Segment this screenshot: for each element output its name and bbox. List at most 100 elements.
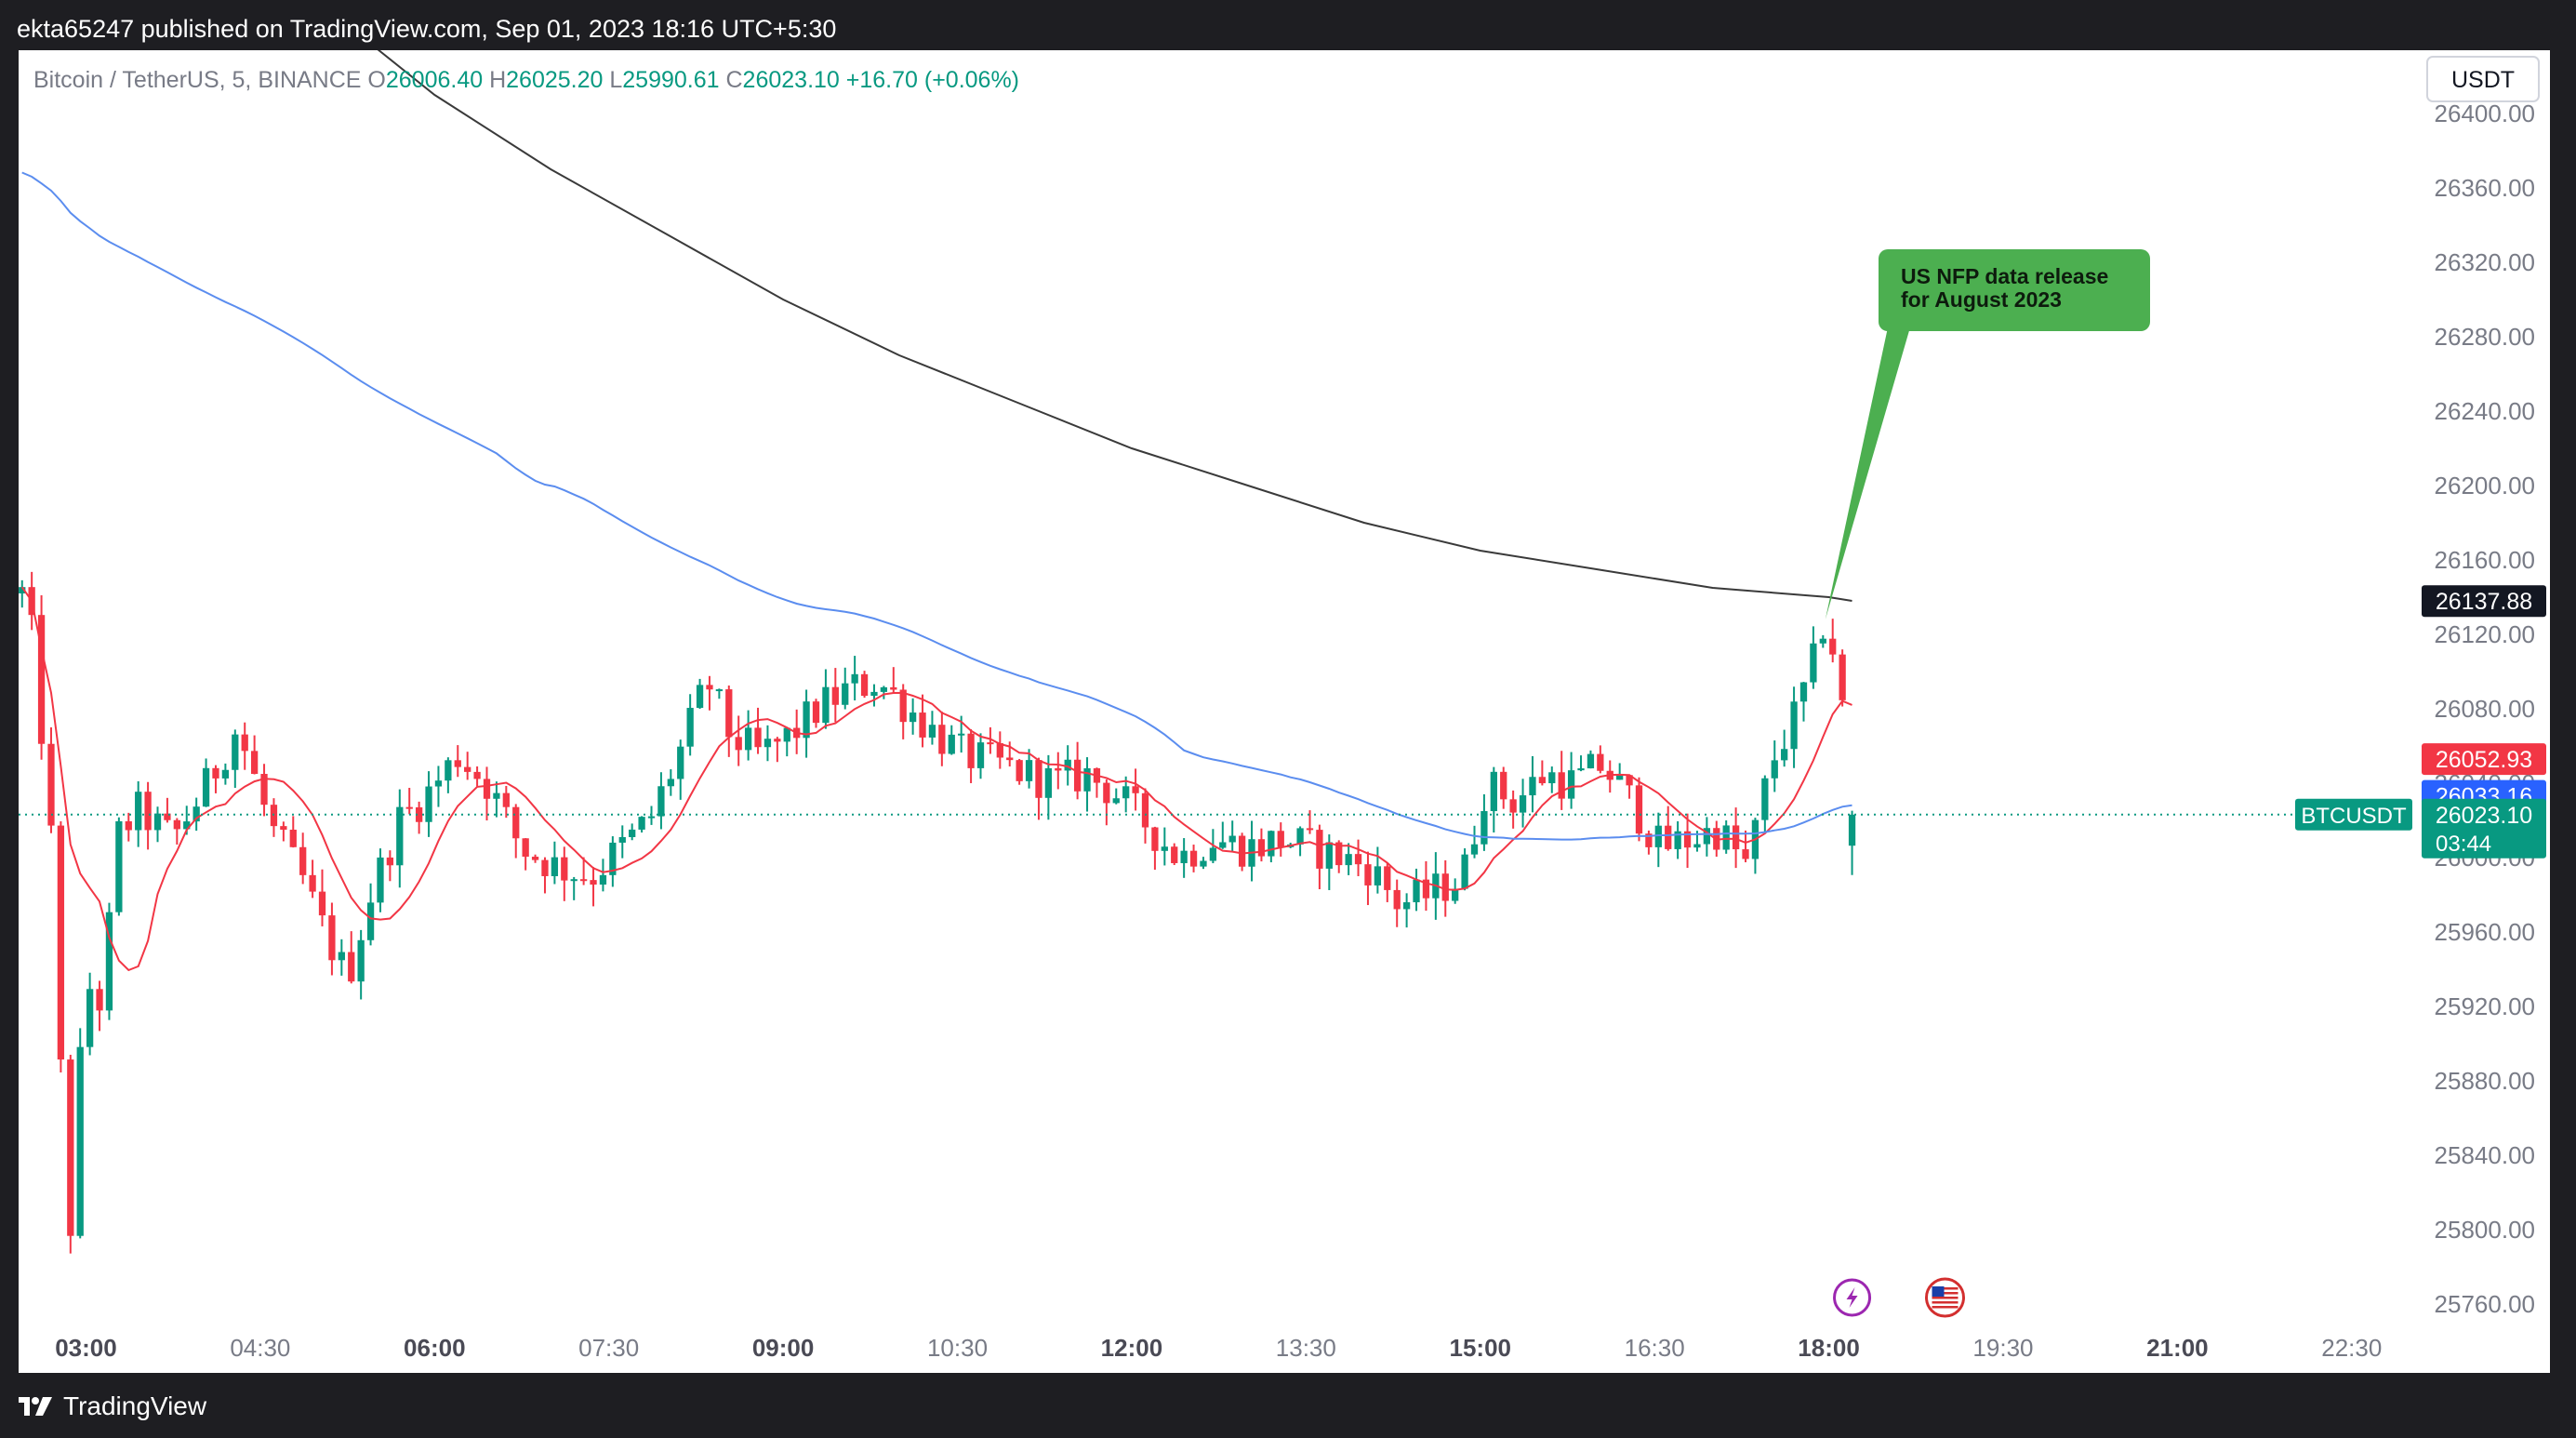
- y-tick-label: 26200.00: [2435, 472, 2535, 499]
- candle-down: [405, 806, 413, 809]
- tradingview-brand-text: TradingView: [63, 1391, 207, 1420]
- candle-down: [464, 766, 471, 772]
- candle-down: [1665, 825, 1672, 849]
- candle-down: [1238, 835, 1246, 867]
- chart-area[interactable]: 26400.00 26360.00 26320.00 26280.00 26240.00…: [19, 50, 2550, 1373]
- currency-button[interactable]: [2426, 56, 2540, 102]
- candle-down: [579, 879, 588, 882]
- tradingview-logo[interactable]: TradingView: [17, 1391, 206, 1421]
- x-tick-label: 21:00: [2146, 1334, 2209, 1362]
- candle-down: [735, 737, 742, 751]
- candle-up: [715, 689, 724, 692]
- candle-up: [221, 769, 230, 779]
- candle-down: [299, 846, 307, 875]
- x-tick-label: 06:00: [404, 1334, 466, 1362]
- candle-up: [1161, 846, 1168, 851]
- x-tick-label: 12:00: [1101, 1334, 1163, 1362]
- candle-up: [1548, 772, 1556, 784]
- candle-down: [96, 989, 103, 1011]
- candle-up: [638, 817, 645, 830]
- candle-up: [1810, 643, 1817, 683]
- candle-down: [1597, 753, 1604, 771]
- x-tick-label: 15:00: [1449, 1334, 1511, 1362]
- candle-down: [250, 751, 259, 775]
- candle-down: [280, 826, 287, 831]
- candle-down: [1277, 831, 1284, 847]
- candle-down: [125, 820, 132, 831]
- candle-down: [522, 838, 529, 858]
- candle-down: [541, 859, 549, 876]
- lightning-glyph: [1846, 1287, 1858, 1308]
- candle-down: [1141, 792, 1149, 828]
- candle-down: [1732, 825, 1740, 850]
- candle-down: [483, 779, 491, 799]
- candlestick-chart[interactable]: 26400.00 26360.00 26320.00 26280.00 26240.00…: [19, 50, 2550, 1373]
- candle-up: [1761, 778, 1769, 820]
- moving-average-line: [21, 171, 1852, 841]
- candle-down: [1035, 760, 1042, 798]
- candle-up: [1452, 888, 1459, 901]
- candle-down: [1645, 833, 1653, 847]
- currency-button-label: USDT: [2451, 67, 2515, 93]
- candle-down: [1306, 828, 1314, 831]
- candle-up: [1325, 842, 1333, 869]
- candle-up: [570, 879, 578, 882]
- candle-down: [1742, 849, 1749, 859]
- candle-down: [531, 857, 539, 860]
- candle-down: [1189, 850, 1198, 867]
- annotation-pointer: [1825, 327, 1910, 619]
- candle-down: [260, 774, 268, 806]
- candle-down: [706, 685, 713, 690]
- publisher-bar: ekta65247 published on TradingView.com, …: [0, 0, 2576, 50]
- y-tick-label: 25920.00: [2435, 992, 2535, 1020]
- candle-up: [202, 767, 210, 807]
- candle-up: [135, 792, 142, 831]
- candle-down: [1635, 785, 1643, 834]
- candle-down: [1006, 757, 1014, 761]
- y-tick-label: 26120.00: [2435, 620, 2535, 648]
- candle-down: [1500, 771, 1507, 800]
- candle-down: [831, 686, 839, 705]
- candle-up: [1654, 825, 1662, 847]
- candle-up: [1296, 828, 1304, 845]
- candle-down: [1055, 767, 1062, 771]
- candle-up: [86, 989, 94, 1047]
- candle-down: [899, 689, 907, 723]
- candle-down: [1354, 854, 1362, 865]
- ma-fast-price-tag: [2422, 743, 2546, 776]
- candle-up: [434, 780, 443, 787]
- candle-down: [1335, 842, 1343, 866]
- annotation-line1: US NFP data release: [1901, 264, 2108, 288]
- candle-down: [1393, 889, 1401, 910]
- candle-down: [164, 813, 171, 820]
- x-tick-label: 09:00: [752, 1334, 815, 1362]
- candle-down: [289, 830, 297, 847]
- y-tick-label: 26360.00: [2435, 174, 2535, 202]
- candle-down: [37, 615, 46, 744]
- candle-up: [105, 912, 113, 1011]
- candle-up: [366, 902, 375, 940]
- x-tick-label: 04:30: [230, 1334, 290, 1362]
- candle-up: [493, 792, 500, 799]
- candle-down: [1422, 879, 1430, 899]
- candle-up: [609, 842, 617, 875]
- candle-up: [599, 874, 607, 885]
- candle-down: [860, 673, 869, 697]
- candle-up: [1616, 775, 1624, 780]
- candle-up: [76, 1046, 84, 1236]
- candle-down: [309, 874, 316, 892]
- candle-down: [725, 689, 733, 738]
- candle-up: [1228, 835, 1236, 843]
- candle-down: [1538, 777, 1547, 784]
- candle-up: [1219, 842, 1227, 848]
- candle-up: [1209, 847, 1217, 861]
- candle-down: [590, 880, 597, 885]
- candle-up: [1402, 902, 1411, 910]
- candle-up: [1771, 760, 1778, 779]
- candle-down: [57, 825, 65, 1060]
- symbol-legend: Bitcoin / TetherUS, 5, BINANCE O26006.40…: [33, 67, 1019, 93]
- candle-up: [377, 857, 384, 903]
- symbol-tag-text: BTCUSDT: [2301, 804, 2407, 829]
- candle-up: [1799, 682, 1808, 702]
- candle-up: [1044, 767, 1053, 798]
